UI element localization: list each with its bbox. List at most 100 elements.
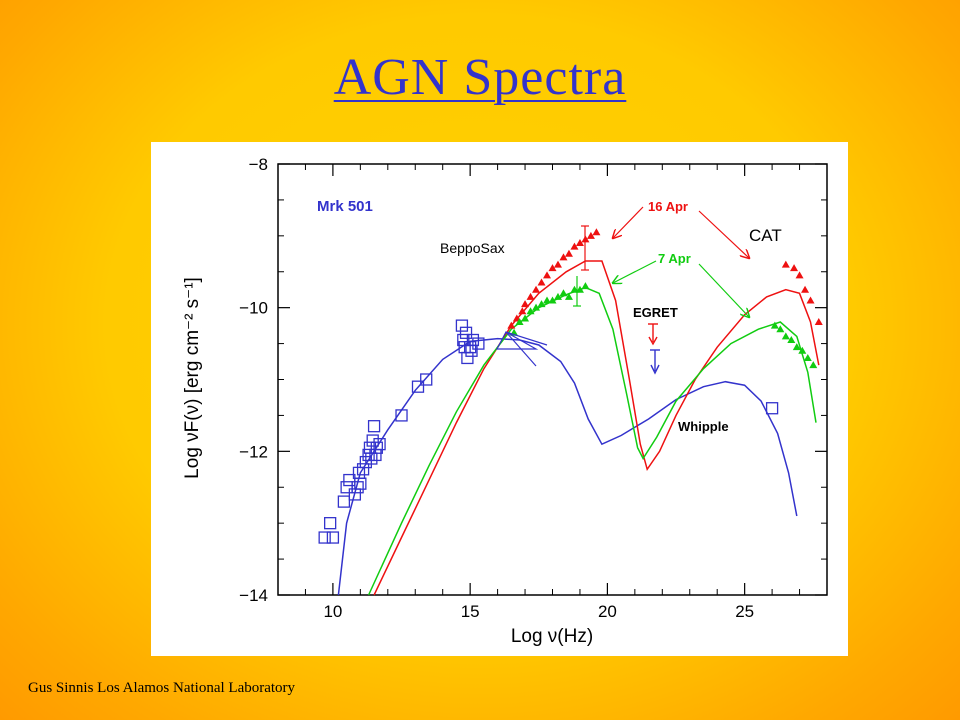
triangle-data-point xyxy=(592,228,601,236)
x-tick-label: 10 xyxy=(323,602,342,621)
error-bars xyxy=(573,225,589,307)
triangle-data-point xyxy=(521,300,530,308)
triangle-data-point xyxy=(548,264,557,272)
square-data-point xyxy=(356,463,370,476)
triangle-data-point xyxy=(515,318,524,326)
triangle-data-point xyxy=(814,318,823,326)
triangle-data-point xyxy=(570,242,579,250)
apr7-arrow-left xyxy=(613,260,657,283)
chart-panel: 10 15 20 25 −14 −12 −10 −8 Mrk 501 BeppoSax 16 … xyxy=(151,142,848,656)
square-data-point xyxy=(370,441,383,454)
y-tick-label: −14 xyxy=(239,586,268,605)
triangle-data-point xyxy=(543,271,552,279)
square-data-point xyxy=(457,333,470,347)
square-data-point xyxy=(362,448,375,462)
square-data-point xyxy=(411,380,425,393)
triangle-data-point xyxy=(521,314,530,322)
egret-label: EGRET xyxy=(633,305,678,320)
triangle-data-point xyxy=(507,321,516,329)
whipple-label: Whipple xyxy=(678,419,729,434)
square-data-point xyxy=(318,531,331,544)
square-data-point xyxy=(463,341,477,354)
triangle-data-point xyxy=(532,303,541,311)
y-tick-label: −12 xyxy=(239,442,268,461)
footer-credit: Gus Sinnis Los Alamos National Laborator… xyxy=(28,680,296,696)
beppo-label: BeppoSax xyxy=(440,240,505,256)
triangle-data-point xyxy=(543,296,552,304)
apr7-label: 7 Apr xyxy=(658,251,691,266)
egret-upper-limits xyxy=(648,323,660,375)
square-data-point xyxy=(326,531,340,544)
model-curves xyxy=(337,260,820,596)
triangle-data-point xyxy=(559,253,568,261)
square-data-point xyxy=(351,481,364,494)
y-tick-label: −8 xyxy=(249,155,268,174)
square-data-point xyxy=(395,409,408,422)
triangle-data-point xyxy=(559,289,568,297)
triangle-data-point xyxy=(553,292,562,300)
triangle-data-point xyxy=(781,332,790,340)
model-curve-3 xyxy=(367,286,817,596)
triangle-data-point xyxy=(776,325,785,333)
square-data-point xyxy=(373,437,386,451)
square-data-point xyxy=(465,344,478,357)
square-data-point xyxy=(455,319,469,332)
triangle-data-point xyxy=(548,296,557,304)
square-data-point xyxy=(461,351,474,365)
triangle-data-point xyxy=(803,353,812,361)
spectrum-chart: 10 15 20 25 −14 −12 −10 −8 Mrk 501 BeppoSax 16 … xyxy=(182,155,828,647)
slide-title: AGN Spectra xyxy=(333,49,627,106)
triangle-data-point xyxy=(532,285,541,293)
y-tick-label: −10 xyxy=(239,299,268,318)
square-data-point xyxy=(765,402,779,415)
triangle-data-point xyxy=(792,343,801,351)
apr16-arrow-left xyxy=(613,206,644,238)
triangle-data-point xyxy=(787,335,796,343)
apr16-label: 16 Apr xyxy=(648,199,688,214)
square-data-point xyxy=(324,517,337,530)
square-data-point xyxy=(337,495,351,508)
triangle-data-point xyxy=(781,260,790,268)
model-curve-2 xyxy=(373,260,820,596)
triangle-data-point xyxy=(575,239,584,247)
apr7-arrow-right xyxy=(698,263,749,317)
square-data-point xyxy=(340,481,353,494)
triangle-data-point xyxy=(575,285,584,293)
plot-frame xyxy=(277,163,828,596)
triangle-data-point xyxy=(790,264,799,272)
triangle-data-point xyxy=(581,282,590,290)
square-data-point xyxy=(472,337,485,350)
square-data-point xyxy=(367,420,381,433)
x-tick-label: 15 xyxy=(461,602,480,621)
triangle-data-point xyxy=(526,292,535,300)
apr16-arrow-right xyxy=(698,210,749,258)
triangle-data-point xyxy=(537,300,546,308)
triangle-data-point xyxy=(586,231,595,239)
triangle-data-point xyxy=(770,321,779,329)
data-markers xyxy=(318,228,823,544)
chart-annotations: Mrk 501 BeppoSax 16 Apr 7 Apr CAT EGRET … xyxy=(317,198,782,434)
chart-title: Mrk 501 xyxy=(317,198,373,215)
triangle-data-point xyxy=(806,296,815,304)
triangle-data-point xyxy=(564,249,573,257)
triangle-data-point xyxy=(809,361,818,369)
y-axis-label: Log νF(ν) [erg cm⁻² s⁻¹] xyxy=(182,277,203,479)
triangle-data-point xyxy=(795,271,804,279)
square-data-point xyxy=(420,373,433,386)
square-data-point xyxy=(459,326,473,339)
cat-label: CAT xyxy=(749,226,782,245)
triangle-data-point xyxy=(553,260,562,268)
triangle-data-point xyxy=(564,292,573,300)
x-tick-label: 25 xyxy=(735,602,754,621)
triangle-data-point xyxy=(526,307,535,315)
triangle-data-point xyxy=(518,307,527,315)
x-tick-label: 20 xyxy=(598,602,617,621)
axis-labels: Log ν(Hz) Log νF(ν) [erg cm⁻² s⁻¹] xyxy=(182,277,593,647)
model-curve-1 xyxy=(337,337,798,596)
axis-ticks: 10 15 20 25 −14 −12 −10 −8 xyxy=(239,155,828,621)
square-data-point xyxy=(366,434,379,447)
square-data-point xyxy=(354,477,367,490)
x-axis-label: Log ν(Hz) xyxy=(511,626,593,647)
xray-spectral-wedges xyxy=(496,331,548,367)
triangle-data-point xyxy=(537,278,546,286)
